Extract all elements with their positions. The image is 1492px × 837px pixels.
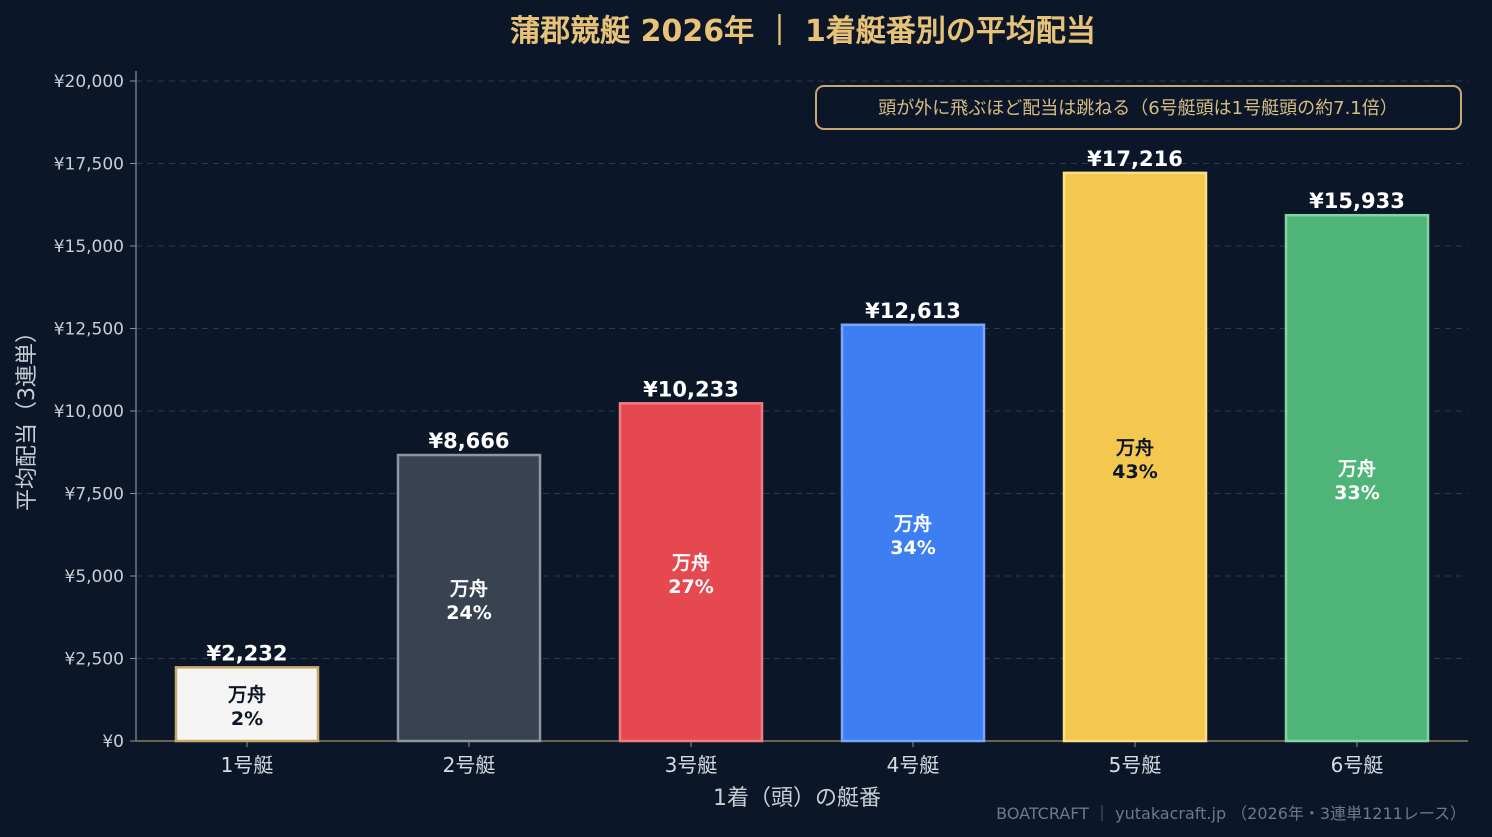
bar-manshu-rate: 33% bbox=[1334, 482, 1379, 504]
bar-inner-title: 万舟 bbox=[893, 512, 932, 535]
bar-value-label: ¥10,233 bbox=[643, 377, 739, 401]
annotation-text: 頭が外に飛ぶほど配当は跳ねる（6号艇頭は1号艇頭の約7.1倍） bbox=[878, 98, 1398, 119]
y-tick-label: ¥2,500 bbox=[65, 650, 124, 670]
bar bbox=[174, 666, 320, 743]
bar-manshu-rate: 24% bbox=[446, 602, 491, 624]
footer-credit: BOATCRAFT ｜ yutakacraft.jp （2026年・3連単121… bbox=[996, 804, 1466, 823]
annotation-box: 頭が外に飛ぶほど配当は跳ねる（6号艇頭は1号艇頭の約7.1倍） bbox=[815, 85, 1462, 130]
bar bbox=[1062, 171, 1208, 743]
x-tick-label: 3号艇 bbox=[665, 753, 718, 777]
y-tick-label: ¥7,500 bbox=[65, 485, 124, 505]
bars: ¥2,232万舟2%¥8,666万舟24%¥10,233万舟27%¥12,613… bbox=[174, 147, 1430, 743]
axes: ¥0 ¥2,500 ¥5,000 ¥7,500 ¥10,000 ¥12,500 ¥15,00… bbox=[54, 71, 1468, 777]
y-tick-label: ¥0 bbox=[102, 732, 124, 752]
bar bbox=[396, 453, 542, 743]
annotation-frame bbox=[815, 85, 1462, 130]
y-tick-label: ¥15,000 bbox=[54, 237, 124, 257]
x-tick-label: 6号艇 bbox=[1331, 753, 1384, 777]
bar-group: ¥2,232 万舟2% bbox=[174, 641, 320, 743]
y-axis-title: 平均配当（3連単） bbox=[15, 321, 40, 511]
bar bbox=[618, 402, 764, 743]
bar-manshu-rate: 34% bbox=[890, 537, 935, 559]
bar-manshu-rate: 43% bbox=[1112, 461, 1157, 483]
bar-value-label: ¥15,933 bbox=[1309, 189, 1405, 213]
grid bbox=[136, 80, 1468, 659]
bar-inner-title: 万舟 bbox=[671, 551, 710, 574]
bar-value-label: ¥12,613 bbox=[865, 299, 961, 323]
y-tick-label: ¥12,500 bbox=[54, 320, 124, 340]
bar-value-label: ¥8,666 bbox=[428, 429, 509, 453]
x-tick-label: 1号艇 bbox=[221, 753, 274, 777]
bar-inner-title: 万舟 bbox=[449, 577, 488, 600]
bar-manshu-rate: 2% bbox=[231, 708, 263, 730]
chart-title: 蒲郡競艇 2026年 ｜ 1着艇番別の平均配当 bbox=[510, 14, 1096, 49]
y-tick-label: ¥20,000 bbox=[54, 72, 124, 92]
y-tick-label: ¥10,000 bbox=[54, 402, 124, 422]
bar-value-label: ¥17,216 bbox=[1087, 147, 1183, 171]
x-tick-label: 5号艇 bbox=[1109, 753, 1162, 777]
x-axis-title: 1着（頭）の艇番 bbox=[713, 786, 881, 811]
bar-manshu-rate: 27% bbox=[668, 576, 713, 598]
bar-inner-title: 万舟 bbox=[227, 683, 266, 706]
bar-inner-title: 万舟 bbox=[1337, 457, 1376, 480]
x-tick-label: 4号艇 bbox=[887, 753, 940, 777]
x-tick-label: 2号艇 bbox=[443, 753, 496, 777]
bar bbox=[1284, 213, 1430, 743]
bar bbox=[840, 323, 986, 743]
y-tick-label: ¥17,500 bbox=[54, 155, 124, 175]
y-tick-label: ¥5,000 bbox=[65, 567, 124, 587]
bar-inner-title: 万舟 bbox=[1115, 436, 1154, 459]
bar-value-label: ¥2,232 bbox=[206, 641, 287, 665]
